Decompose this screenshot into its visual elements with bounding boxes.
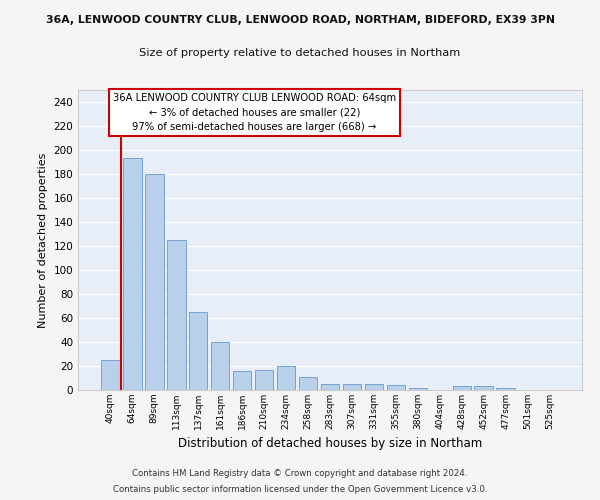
Bar (123, 158, 142, 390)
Bar (452, 386, 471, 390)
Bar (255, 370, 274, 390)
X-axis label: Distribution of detached houses by size in Northam: Distribution of detached houses by size … (178, 438, 482, 450)
Bar (167, 240, 185, 390)
Bar (365, 384, 383, 390)
Bar (320, 384, 340, 390)
Bar (233, 371, 251, 390)
Bar (343, 384, 361, 390)
Bar (409, 388, 427, 390)
Y-axis label: Number of detached properties: Number of detached properties (38, 152, 48, 328)
Text: Contains public sector information licensed under the Open Government Licence v3: Contains public sector information licen… (113, 485, 487, 494)
Bar (386, 385, 405, 390)
Text: 36A, LENWOOD COUNTRY CLUB, LENWOOD ROAD, NORTHAM, BIDEFORD, EX39 3PN: 36A, LENWOOD COUNTRY CLUB, LENWOOD ROAD,… (46, 15, 554, 25)
Bar (277, 366, 295, 390)
Bar (496, 388, 515, 390)
Text: 36A LENWOOD COUNTRY CLUB LENWOOD ROAD: 64sqm
← 3% of detached houses are smaller: 36A LENWOOD COUNTRY CLUB LENWOOD ROAD: 6… (113, 93, 396, 132)
Bar (299, 377, 317, 390)
Bar (145, 174, 164, 390)
Bar (101, 360, 119, 390)
Bar (475, 386, 493, 390)
Text: Contains HM Land Registry data © Crown copyright and database right 2024.: Contains HM Land Registry data © Crown c… (132, 468, 468, 477)
Bar (189, 312, 208, 390)
Text: Size of property relative to detached houses in Northam: Size of property relative to detached ho… (139, 48, 461, 58)
Bar (211, 342, 229, 390)
